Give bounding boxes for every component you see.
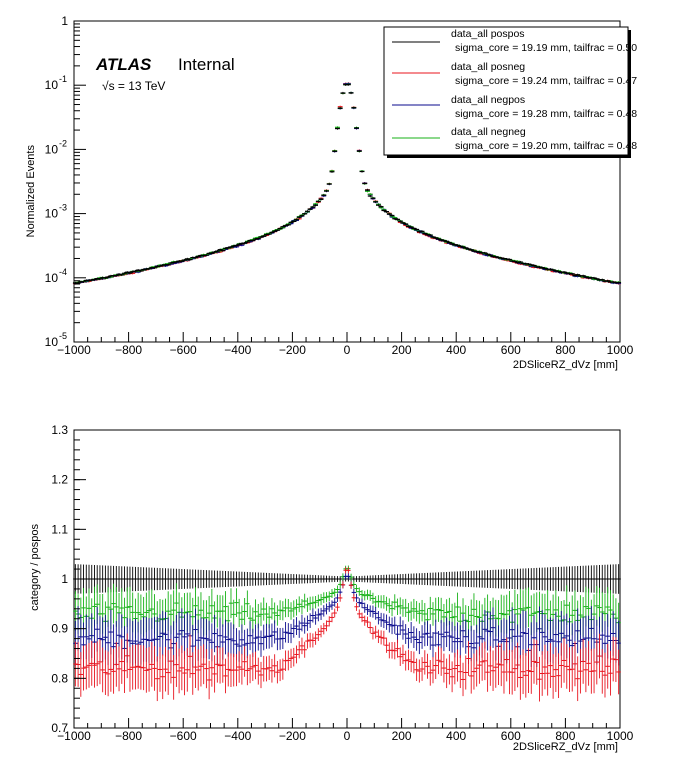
x-tick-label: 800 bbox=[555, 729, 575, 743]
x-tick-label: −400 bbox=[224, 729, 251, 743]
x-tick-label: 0 bbox=[344, 729, 351, 743]
y-tick-label: 0.7 bbox=[51, 721, 68, 735]
y-tick-label: 0.8 bbox=[51, 671, 68, 685]
y-tick-label: 1.2 bbox=[51, 473, 68, 487]
bottom-y-ticks: 0.7 0.8 0.9 1 1.1 1.2 1.3 bbox=[51, 423, 86, 735]
bottom-data-layer bbox=[73, 564, 621, 702]
x-tick-label: −200 bbox=[279, 729, 306, 743]
internal-label: Internal bbox=[178, 55, 235, 74]
bottom-x-ticks: −1000 −800 −600 −400 −200 0 200 400 600 800 1000 bbox=[57, 718, 634, 743]
x-tick-label: 200 bbox=[392, 343, 412, 357]
legend-label-negpos: data_all negpos bbox=[451, 94, 525, 106]
y-tick-label: 1 bbox=[61, 14, 68, 28]
x-tick-label: 1000 bbox=[607, 729, 634, 743]
x-tick-label: −200 bbox=[279, 343, 306, 357]
bottom-y-axis-title: category / pospos bbox=[29, 524, 41, 611]
x-tick-label: 1000 bbox=[607, 343, 634, 357]
x-tick-label: −600 bbox=[170, 729, 197, 743]
legend-entry-negneg: data_all negneg sigma_core = 19.20 mm, t… bbox=[392, 126, 637, 152]
top-y-axis-title: Normalized Events bbox=[25, 145, 37, 238]
energy-label: √s = 13 TeV bbox=[102, 79, 165, 93]
top-data-layer bbox=[72, 82, 622, 285]
legend-entry-negpos: data_all negpos sigma_core = 19.28 mm, t… bbox=[392, 94, 637, 120]
y-tick-exponent: -2 bbox=[59, 138, 67, 148]
legend-shadow-bottom bbox=[387, 155, 631, 158]
x-tick-label: −1000 bbox=[57, 729, 91, 743]
legend-sub-negneg: sigma_core = 19.20 mm, tailfrac = 0.48 bbox=[455, 140, 637, 152]
x-tick-label: 400 bbox=[446, 343, 466, 357]
top-x-axis-title: 2DSliceRZ_dVz [mm] bbox=[513, 359, 618, 371]
legend-label-negneg: data_all negneg bbox=[451, 126, 526, 138]
x-tick-label: −800 bbox=[115, 729, 142, 743]
y-tick-label: 1 bbox=[61, 572, 68, 586]
top-x-ticks: −1000 −800 −600 −400 −200 0 200 400 600 800 1000 bbox=[57, 332, 634, 357]
x-tick-label: 800 bbox=[555, 343, 575, 357]
y-tick-label: 10 bbox=[45, 207, 59, 221]
bottom-panel: −1000 −800 −600 −400 −200 0 200 400 600 800 1000 0… bbox=[29, 423, 634, 753]
legend-entry-pospos: data_all pospos sigma_core = 19.19 mm, t… bbox=[392, 28, 637, 54]
legend-shadow-right bbox=[628, 30, 631, 158]
y-tick-exponent: -3 bbox=[59, 203, 67, 213]
y-tick-label: 0.9 bbox=[51, 622, 68, 636]
y-tick-label: 10 bbox=[45, 78, 59, 92]
legend-sub-pospos: sigma_core = 19.19 mm, tailfrac = 0.50 bbox=[455, 42, 637, 54]
y-tick-label: 10 bbox=[45, 335, 59, 349]
y-tick-label: 10 bbox=[45, 271, 59, 285]
legend-sub-negpos: sigma_core = 19.28 mm, tailfrac = 0.48 bbox=[455, 108, 637, 120]
y-tick-label: 1.1 bbox=[51, 522, 68, 536]
x-tick-label: 600 bbox=[501, 729, 521, 743]
x-tick-label: −800 bbox=[115, 343, 142, 357]
y-tick-exponent: -1 bbox=[59, 74, 67, 84]
y-tick-exponent: -4 bbox=[59, 267, 67, 277]
x-tick-label: 0 bbox=[344, 343, 351, 357]
y-tick-label: 1.3 bbox=[51, 423, 68, 437]
legend-sub-posneg: sigma_core = 19.24 mm, tailfrac = 0.47 bbox=[455, 75, 637, 87]
y-tick-exponent: -5 bbox=[59, 331, 67, 341]
atlas-label: ATLAS bbox=[95, 55, 152, 74]
x-tick-label: −1000 bbox=[57, 343, 91, 357]
legend-entry-posneg: data_all posneg sigma_core = 19.24 mm, t… bbox=[392, 61, 637, 87]
x-tick-label: 600 bbox=[501, 343, 521, 357]
top-y-ticks: 10 -510 -410 -310 -210 -11 bbox=[45, 14, 86, 349]
x-tick-label: −600 bbox=[170, 343, 197, 357]
x-tick-label: 400 bbox=[446, 729, 466, 743]
x-tick-label: −400 bbox=[224, 343, 251, 357]
y-tick-label: 10 bbox=[45, 142, 59, 156]
legend-label-posneg: data_all posneg bbox=[451, 61, 525, 73]
legend: data_all pospos sigma_core = 19.19 mm, t… bbox=[383, 26, 637, 158]
x-tick-label: 200 bbox=[392, 729, 412, 743]
legend-label-pospos: data_all pospos bbox=[451, 28, 525, 40]
legend-box bbox=[383, 26, 629, 156]
top-panel: −1000 −800 −600 −400 −200 0 200 400 600 800 1000 1… bbox=[25, 14, 637, 371]
bottom-x-axis-title: 2DSliceRZ_dVz [mm] bbox=[513, 741, 618, 753]
